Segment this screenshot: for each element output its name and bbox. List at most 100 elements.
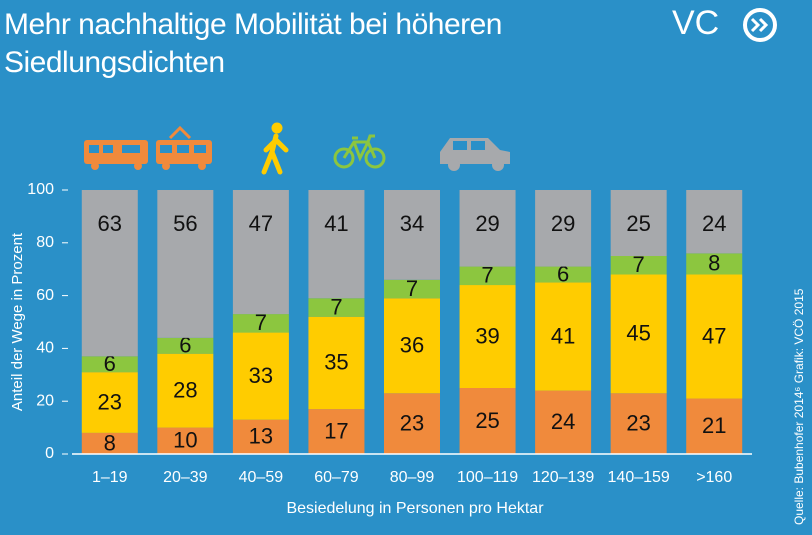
x-tick-label: 120–139 <box>532 469 594 486</box>
value-label: 45 <box>626 321 650 346</box>
bar-segment <box>308 316 365 410</box>
bar-segment <box>535 390 592 454</box>
y-tick-label: 40 <box>36 340 54 357</box>
value-label: 23 <box>626 410 650 435</box>
value-label: 13 <box>249 424 273 449</box>
value-label: 28 <box>173 377 197 402</box>
value-label: 23 <box>98 389 122 414</box>
value-label: 7 <box>406 276 418 301</box>
value-label: 41 <box>551 323 575 348</box>
value-label: 34 <box>400 211 424 236</box>
value-label: 56 <box>173 211 197 236</box>
bar-segment <box>157 427 214 454</box>
bike-icon <box>333 134 386 169</box>
bar-segment <box>686 274 743 399</box>
value-label: 29 <box>475 211 499 236</box>
value-label: 6 <box>557 261 569 286</box>
bar-segment <box>157 337 214 354</box>
bar-segment <box>81 372 138 433</box>
x-tick-label: 1–19 <box>92 469 128 486</box>
bar-segment <box>232 419 289 454</box>
value-label: 36 <box>400 333 424 358</box>
bar-segment <box>535 282 592 391</box>
walk-icon <box>261 122 289 175</box>
y-tick-label: 0 <box>45 445 54 462</box>
bar-segment <box>384 298 440 394</box>
value-label: 39 <box>475 323 499 348</box>
y-tick-label: 100 <box>27 181 54 198</box>
value-label: 35 <box>324 350 348 375</box>
bar-segment <box>232 190 289 315</box>
bar-segment <box>384 190 440 280</box>
value-label: 6 <box>179 333 191 358</box>
x-tick-label: 80–99 <box>390 469 435 486</box>
bar-segment <box>81 356 138 373</box>
x-tick-label: >160 <box>696 469 732 486</box>
value-label: 8 <box>708 251 720 276</box>
bar-segment <box>610 274 667 394</box>
bar-segment <box>686 398 743 454</box>
x-axis-label: Besiedelung in Personen pro Hektar <box>286 500 544 517</box>
x-tick-label: 60–79 <box>314 469 359 486</box>
value-label: 25 <box>475 408 499 433</box>
value-label: 41 <box>324 211 348 236</box>
bar-segment <box>459 190 516 267</box>
x-tick-label: 20–39 <box>163 469 208 486</box>
value-label: 29 <box>551 211 575 236</box>
value-label: 47 <box>702 323 726 348</box>
bar-segment <box>459 285 516 388</box>
tram-icon <box>156 125 212 170</box>
value-label: 6 <box>104 351 116 376</box>
value-label: 7 <box>255 310 267 335</box>
bar-segment <box>384 279 440 299</box>
value-label: 24 <box>702 211 726 236</box>
bar-segment <box>232 314 289 333</box>
bar-segment <box>686 253 743 275</box>
y-tick-label: 20 <box>36 392 54 409</box>
y-axis-label: Anteil der Wege in Prozent <box>9 232 26 411</box>
value-label: 17 <box>324 418 348 443</box>
value-label: 33 <box>249 363 273 388</box>
bar-segment <box>459 388 516 454</box>
chart-title: Mehr nachhaltige Mobilität bei höheren S… <box>4 8 503 79</box>
value-label: 7 <box>330 294 342 319</box>
bar-segment <box>157 353 214 428</box>
bar-segment <box>308 298 365 317</box>
bar-segment <box>81 190 138 357</box>
value-label: 7 <box>481 263 493 288</box>
bar-segment <box>535 266 592 283</box>
value-label: 21 <box>702 413 726 438</box>
bar-segment <box>610 393 667 454</box>
bar-segment <box>610 190 667 256</box>
bar-segment <box>232 332 289 420</box>
bar-segment <box>686 190 743 254</box>
bar-segment <box>157 190 214 338</box>
y-tick-label: 80 <box>36 234 54 251</box>
value-label: 47 <box>249 211 273 236</box>
x-tick-label: 100–119 <box>457 469 518 486</box>
bar-segment <box>308 409 365 454</box>
logo-circle <box>743 8 777 42</box>
source: Quelle: Bubenhofer 2014⁶ Grafik: VCÖ 201… <box>792 288 806 525</box>
value-label: 23 <box>400 410 424 435</box>
bar-segment <box>459 266 516 286</box>
logo-arrows <box>750 17 769 33</box>
bar-segment <box>81 432 138 454</box>
value-label: 8 <box>104 430 116 455</box>
bar-segment <box>610 256 667 275</box>
value-label: 25 <box>626 211 650 236</box>
y-tick-label: 60 <box>36 287 54 304</box>
logo: VC <box>672 4 719 42</box>
bus-icon <box>84 140 148 170</box>
bar-segment <box>535 190 592 267</box>
car-icon <box>440 138 510 171</box>
value-label: 10 <box>173 428 197 453</box>
bar-segment <box>384 393 440 454</box>
value-label: 7 <box>633 252 645 277</box>
value-label: 63 <box>98 211 122 236</box>
x-tick-label: 40–59 <box>239 469 284 486</box>
bar-segment <box>308 190 365 299</box>
x-tick-label: 140–159 <box>608 469 670 486</box>
